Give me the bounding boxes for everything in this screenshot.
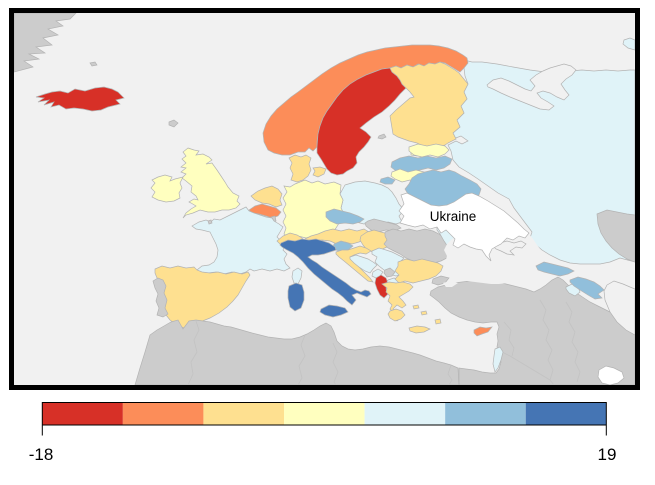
svg-text:Ukraine: Ukraine [430, 209, 477, 224]
svg-text:-18: -18 [29, 445, 54, 464]
svg-text:19: 19 [598, 445, 617, 464]
